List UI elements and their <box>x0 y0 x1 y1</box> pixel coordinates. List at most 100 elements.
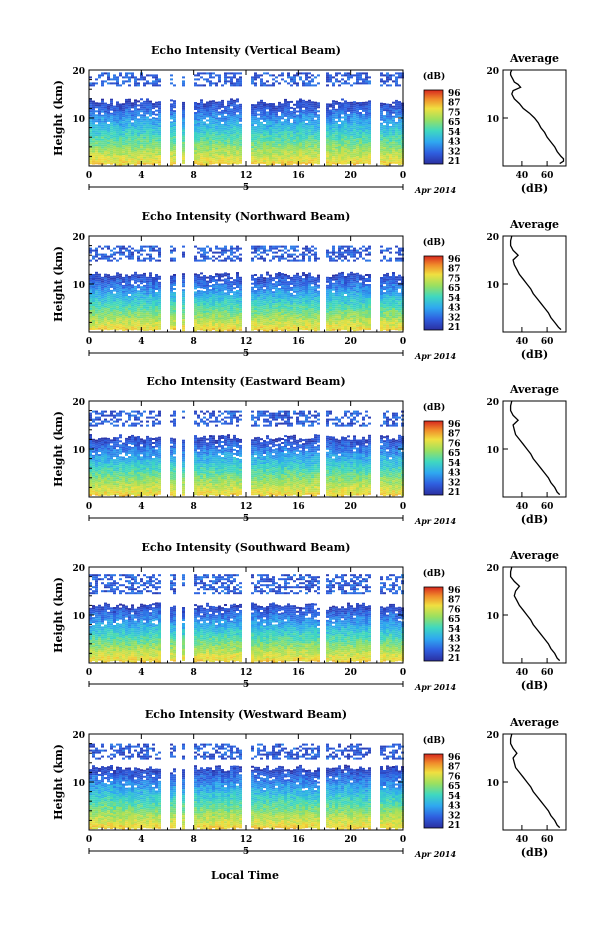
heatmap-cell <box>197 148 200 151</box>
heatmap-cell <box>89 148 92 151</box>
heatmap-cell <box>218 131 221 134</box>
heatmap-cell <box>269 324 272 327</box>
heatmap-cell <box>107 139 110 142</box>
heatmap-cell <box>263 251 266 254</box>
heatmap-cell <box>104 110 107 113</box>
heatmap-cell <box>107 131 110 134</box>
heatmap-cell <box>122 147 125 150</box>
heatmap-cell <box>236 316 239 318</box>
heatmap-cell <box>122 280 125 283</box>
heatmap-cell <box>263 313 266 316</box>
heatmap-cell <box>257 290 260 293</box>
heatmap-cell <box>116 298 119 301</box>
heatmap-cell <box>182 131 185 134</box>
heatmap-cell <box>182 255 185 258</box>
heatmap-cell <box>293 324 296 327</box>
heatmap-cell <box>281 311 284 314</box>
heatmap-cell <box>293 308 296 311</box>
heatmap-cell <box>95 315 98 318</box>
heatmap-cell <box>113 251 116 254</box>
heatmap-cell <box>221 295 224 298</box>
heatmap-cell <box>260 155 263 158</box>
heatmap-cell <box>122 320 125 323</box>
heatmap-cell <box>107 149 110 152</box>
heatmap-cell <box>200 103 203 106</box>
heatmap-cell <box>104 150 107 153</box>
heatmap-cell <box>224 149 227 152</box>
heatmap-cell <box>227 275 230 278</box>
heatmap-cell <box>158 131 161 134</box>
heatmap-cell <box>194 299 197 302</box>
heatmap-cell <box>140 146 143 149</box>
heatmap-cell <box>194 102 197 104</box>
heatmap-cell <box>131 276 134 279</box>
heatmap-cell <box>287 295 290 298</box>
heatmap-cell <box>239 300 242 303</box>
heatmap-cell <box>137 298 140 301</box>
heatmap-cell <box>197 160 200 163</box>
heatmap-cell <box>95 287 98 290</box>
heatmap-cell <box>260 292 263 295</box>
heatmap-cell <box>335 138 338 141</box>
heatmap-cell <box>146 326 149 329</box>
heatmap-cell <box>95 253 98 256</box>
heatmap-cell <box>281 72 284 75</box>
heatmap-cell <box>389 129 392 132</box>
heatmap-cell <box>263 150 266 152</box>
heatmap-cell <box>194 142 197 144</box>
heatmap-cell <box>200 296 203 299</box>
heatmap-cell <box>266 84 269 87</box>
heatmap-cell <box>275 157 278 160</box>
heatmap-cell <box>209 146 212 149</box>
heatmap-cell <box>173 278 176 280</box>
heatmap-cell <box>284 297 287 300</box>
heatmap-cell <box>149 120 152 123</box>
heatmap-cell <box>281 131 284 134</box>
heatmap-cell <box>119 149 122 152</box>
heatmap-cell <box>380 150 383 153</box>
heatmap-cell <box>134 127 137 130</box>
heatmap-cell <box>278 290 281 292</box>
heatmap-cell <box>335 160 338 163</box>
heatmap-cell <box>128 152 131 155</box>
heatmap-cell <box>311 149 314 152</box>
heatmap-cell <box>125 160 128 163</box>
heatmap-cell <box>119 275 122 278</box>
heatmap-cell <box>257 153 260 156</box>
heatmap-cell <box>140 140 143 143</box>
heatmap-cell <box>329 145 332 148</box>
heatmap-cell <box>209 148 212 151</box>
heatmap-cell <box>200 312 203 315</box>
heatmap-cell <box>311 109 314 112</box>
heatmap-cell <box>221 153 224 156</box>
heatmap-cell <box>251 278 254 281</box>
heatmap-cell <box>203 127 206 130</box>
heatmap-cell <box>284 128 287 131</box>
heatmap-cell <box>170 275 173 278</box>
heatmap-cell <box>290 132 293 135</box>
heatmap-cell <box>158 281 161 284</box>
heatmap-cell <box>278 161 281 164</box>
heatmap-cell <box>236 104 239 107</box>
heatmap-cell <box>284 275 287 278</box>
heatmap-cell <box>125 132 128 135</box>
heatmap-cell <box>380 106 383 109</box>
heatmap-cell <box>341 108 344 111</box>
heatmap-cell <box>146 308 149 311</box>
heatmap-cell <box>260 306 263 309</box>
heatmap-cell <box>173 102 176 105</box>
heatmap-cell <box>182 151 185 154</box>
heatmap-cell <box>203 281 206 283</box>
heatmap-cell <box>350 145 353 148</box>
heatmap <box>89 245 404 332</box>
heatmap-cell <box>293 282 296 285</box>
heatmap-cell <box>140 110 143 113</box>
heatmap-cell <box>233 123 236 126</box>
heatmap-cell <box>134 151 137 154</box>
heatmap-cell <box>233 109 236 112</box>
heatmap-cell <box>182 123 185 126</box>
heatmap-cell <box>287 287 290 290</box>
heatmap-cell <box>119 127 122 130</box>
heatmap-cell <box>158 119 161 122</box>
heatmap-cell <box>95 128 98 131</box>
